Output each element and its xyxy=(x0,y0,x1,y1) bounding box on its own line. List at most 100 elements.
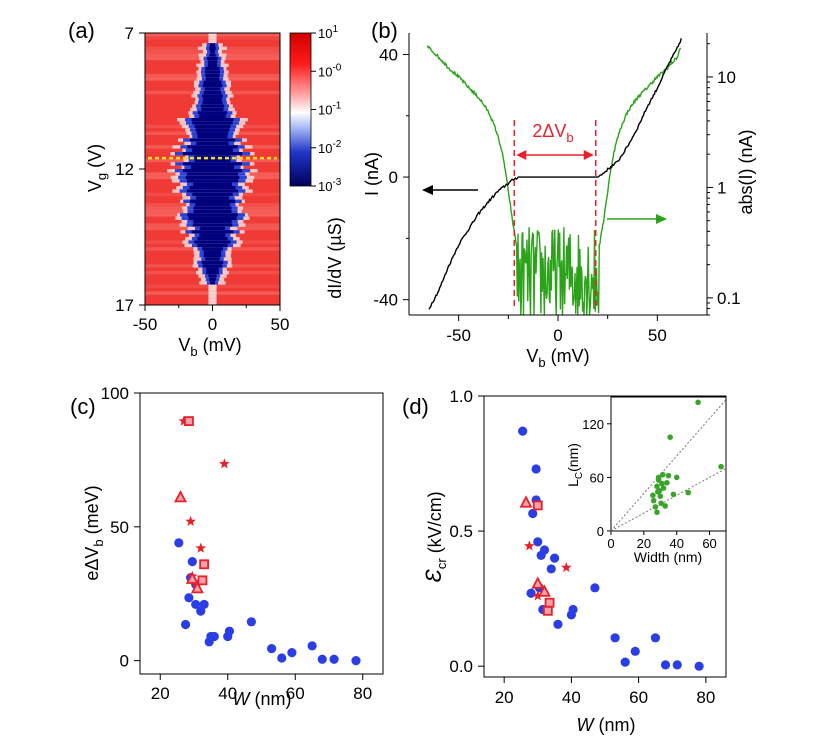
heatmap-gap xyxy=(207,60,218,64)
heatmap-xtick-label: 50 xyxy=(271,315,290,334)
b-ytick-left-label: 40 xyxy=(379,45,398,64)
d-plot-frame xyxy=(483,395,727,678)
heatmap-gap xyxy=(205,77,220,81)
c-point-circle xyxy=(246,617,256,627)
heatmap-xtick-label: -50 xyxy=(133,315,158,334)
inset-point xyxy=(657,493,664,499)
d-point-triangle xyxy=(538,584,551,597)
heatmap-gap xyxy=(199,233,226,237)
c-point-circle xyxy=(187,557,197,567)
b-ytick-right-label: 1 xyxy=(717,178,726,197)
heatmap-gap xyxy=(202,247,223,251)
panel-a-label: (a) xyxy=(68,18,95,43)
heatmap-gap xyxy=(189,199,236,203)
d-xlabel: W (nm) xyxy=(577,715,636,735)
heatmap-ytick-label: 12 xyxy=(115,160,134,179)
inset-ytick-label: 120 xyxy=(582,417,604,432)
heatmap-gap xyxy=(183,162,242,166)
colorbar-tick-exp: -0 xyxy=(332,62,341,73)
inset-guide-line xyxy=(610,468,727,532)
heatmap-center-stripe xyxy=(208,288,217,292)
c-point-square xyxy=(184,416,194,427)
heatmap-gap xyxy=(201,107,224,112)
heatmap-ytick-label: 17 xyxy=(115,296,134,315)
heatmap-gap xyxy=(202,84,223,88)
heatmap-gap xyxy=(210,50,215,54)
heatmap-gap xyxy=(205,257,220,261)
inset-point xyxy=(685,489,692,496)
heatmap-gap xyxy=(201,260,224,265)
d-point-star xyxy=(524,540,535,551)
panel-d-label: (d) xyxy=(402,394,429,419)
heatmap-gap xyxy=(203,250,222,254)
colorbar-tick-base: 10 xyxy=(318,64,332,79)
heatmap-gap xyxy=(208,274,217,278)
heatmap-gap xyxy=(189,186,236,190)
b-xlabel: Vb (mV) xyxy=(526,346,589,370)
inset-point xyxy=(658,500,664,507)
colorbar-tick-base: 10 xyxy=(318,26,332,41)
heatmap-gap xyxy=(193,220,232,224)
c-point-circle xyxy=(184,593,194,603)
c-xtick-label: 80 xyxy=(353,684,372,703)
d-xlabel-unit: (nm) xyxy=(594,715,636,735)
heatmap-xtick-label: 0 xyxy=(208,315,217,334)
heatmap-gap xyxy=(209,43,216,47)
inset-point xyxy=(667,434,673,441)
c-point-circle xyxy=(277,653,287,663)
heatmap-gap xyxy=(206,267,219,271)
d-xlabel-italic: W xyxy=(577,715,596,735)
heatmap-gap xyxy=(196,141,229,146)
inset-point xyxy=(650,497,657,504)
heatmap-ytick-label: 7 xyxy=(125,24,134,43)
heatmap-center-stripe xyxy=(208,284,217,288)
inset-xtick-label: 60 xyxy=(702,536,716,551)
c-point-circle xyxy=(317,654,327,664)
c-ytick-label: 0 xyxy=(120,652,129,671)
c-point-star xyxy=(178,415,190,426)
c-point-triangle xyxy=(185,571,199,584)
inset-point xyxy=(659,480,665,487)
inset-point xyxy=(673,474,680,481)
colorbar xyxy=(289,32,312,187)
d-point-circle xyxy=(672,660,682,670)
heatmap-center-stripe xyxy=(208,33,217,37)
heatmap-gap xyxy=(193,209,232,214)
inset-ylabel: LC(nm) xyxy=(565,443,585,487)
d-ylabel: Ɛcr (kV/cm) xyxy=(421,491,449,582)
heatmap-gap xyxy=(186,179,239,183)
inset-plot: 0 20 40 60 0 60 120 xyxy=(582,399,727,551)
heatmap-center-stripe xyxy=(208,294,217,299)
c-xlabel-unit: (nm) xyxy=(250,689,292,709)
c-plot-frame xyxy=(139,392,384,675)
heatmap-gap xyxy=(204,70,221,74)
b-xtick-label: 0 xyxy=(553,326,562,345)
heatmap-ylabel: Vg (V) xyxy=(85,144,109,192)
b-ylabel-right: abs(I) (nA) xyxy=(736,129,756,214)
c-point-triangle xyxy=(174,489,187,503)
heatmap-map xyxy=(145,33,280,305)
d-point-circle xyxy=(650,633,661,643)
inset-xtick-label: 40 xyxy=(669,536,683,551)
d-point-circle xyxy=(660,660,671,670)
heatmap-gap xyxy=(205,73,220,78)
colorbar-tick-label: 10-1 xyxy=(318,101,342,118)
inset-point xyxy=(665,472,672,479)
c-xlabel: W (nm) xyxy=(233,689,292,709)
colorbar-tick-exp: -2 xyxy=(332,139,341,150)
d-point-square xyxy=(544,597,555,608)
heatmap-gap xyxy=(182,169,243,173)
heatmap-gap xyxy=(200,104,225,108)
d-ytick-label: 0.5 xyxy=(449,522,473,541)
heatmap-gap xyxy=(207,63,218,67)
right-axis-arrow xyxy=(607,214,667,224)
panel-c-label: (c) xyxy=(70,394,96,419)
heatmap-gap xyxy=(199,226,226,231)
heatmap-gap xyxy=(197,243,228,248)
d-point-circle xyxy=(539,545,550,555)
heatmap-gap xyxy=(195,196,230,200)
d-point-triangle xyxy=(531,576,545,589)
heatmap-gap xyxy=(203,254,222,258)
heatmap-gap xyxy=(203,97,222,101)
